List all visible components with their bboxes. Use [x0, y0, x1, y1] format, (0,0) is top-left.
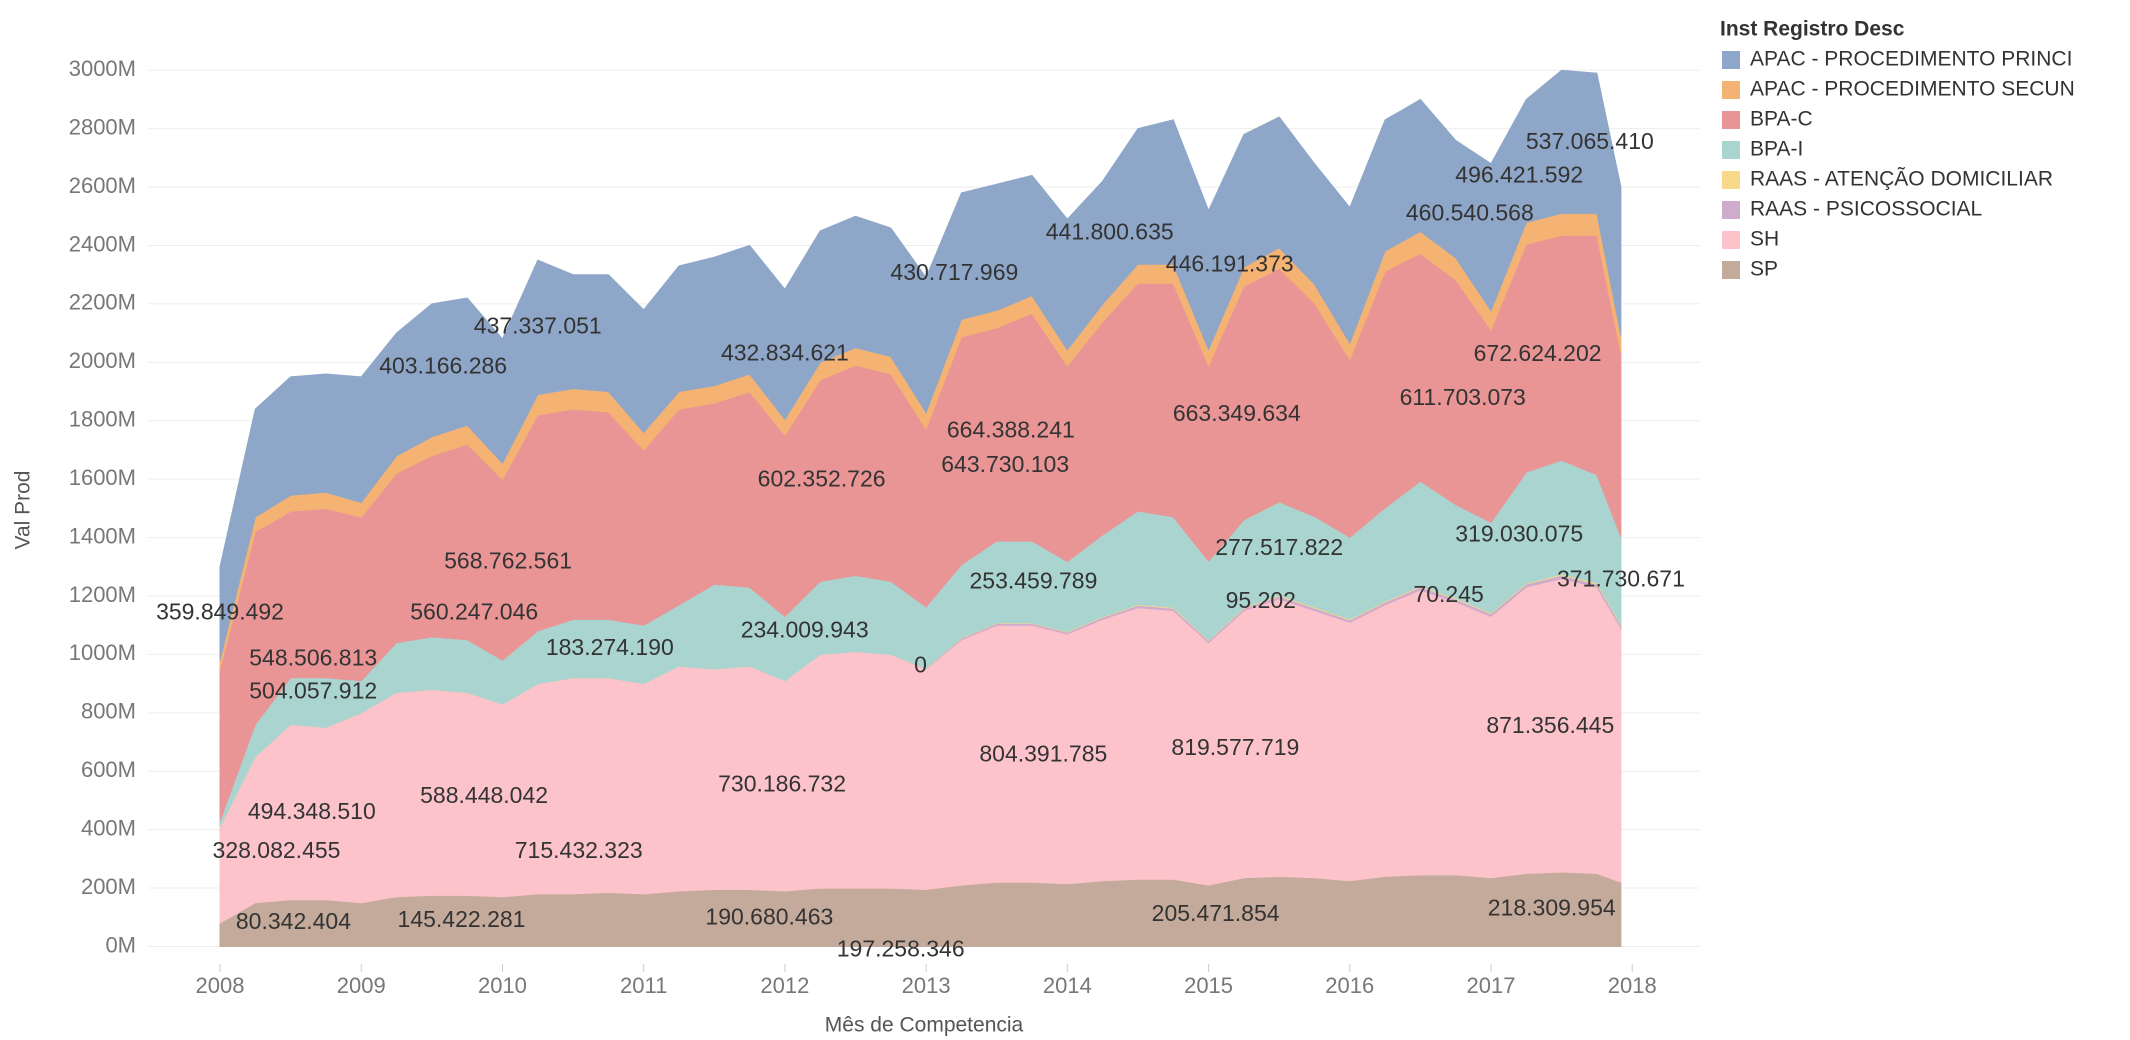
data-label: 643.730.103 [941, 451, 1069, 477]
x-tick-label: 2008 [196, 973, 245, 998]
y-tick-label: 200M [81, 874, 136, 899]
data-label: 371.730.671 [1557, 566, 1685, 592]
data-label: 494.348.510 [248, 798, 376, 824]
legend-label: RAAS - PSICOSSOCIAL [1750, 198, 1982, 221]
legend-swatch [1722, 51, 1740, 69]
x-tick-label: 2009 [337, 973, 386, 998]
y-tick-label: 2000M [69, 348, 136, 373]
data-label: 460.540.568 [1406, 199, 1534, 225]
legend-swatch [1722, 141, 1740, 159]
data-label: 672.624.202 [1474, 340, 1602, 366]
data-label: 432.834.621 [721, 339, 849, 365]
data-label: 437.337.051 [474, 312, 602, 338]
x-tick-label: 2015 [1184, 973, 1233, 998]
y-tick-label: 600M [81, 757, 136, 782]
data-label: 588.448.042 [420, 782, 548, 808]
x-tick-label: 2012 [760, 973, 809, 998]
legend-label: SH [1750, 228, 1779, 251]
data-label: 611.703.073 [1400, 384, 1526, 410]
y-tick-label: 3000M [69, 56, 136, 81]
x-tick-label: 2011 [620, 973, 667, 998]
y-tick-label: 2200M [69, 290, 136, 315]
data-label: 95.202 [1226, 587, 1296, 613]
x-tick-label: 2018 [1608, 973, 1657, 998]
legend-swatch [1722, 81, 1740, 99]
data-label: 145.422.281 [398, 906, 526, 932]
data-label: 664.388.241 [947, 417, 1075, 443]
y-tick-label: 2800M [69, 114, 136, 139]
x-tick-label: 2010 [478, 973, 527, 998]
data-label: 234.009.943 [741, 616, 869, 642]
data-label: 446.191.373 [1166, 251, 1294, 277]
data-label: 537.065.410 [1526, 128, 1654, 154]
x-tick-label: 2017 [1467, 973, 1516, 998]
legend-title: Inst Registro Desc [1720, 18, 1905, 41]
x-tick-label: 2014 [1043, 973, 1092, 998]
data-label: 715.432.323 [515, 837, 643, 863]
data-label: 602.352.726 [758, 465, 886, 491]
data-label: 70.245 [1413, 581, 1483, 607]
data-label: 548.506.813 [249, 645, 377, 671]
y-axis-title: Val Prod [12, 471, 35, 550]
y-tick-label: 0M [105, 932, 136, 957]
data-label: 197.258.346 [837, 936, 965, 962]
data-label: 568.762.561 [444, 547, 572, 573]
x-tick-label: 2016 [1325, 973, 1374, 998]
x-axis-title: Mês de Competencia [825, 1014, 1024, 1037]
y-tick-label: 1800M [69, 407, 136, 432]
y-tick-label: 2400M [69, 231, 136, 256]
data-label: 205.471.854 [1152, 900, 1280, 926]
legend-label: APAC - PROCEDIMENTO SECUN [1750, 78, 2075, 101]
data-label: 496.421.592 [1455, 161, 1583, 187]
data-label: 504.057.912 [249, 678, 377, 704]
data-label: 403.166.286 [379, 353, 507, 379]
data-label: 253.459.789 [969, 568, 1097, 594]
data-label: 218.309.954 [1488, 895, 1616, 921]
legend-label: BPA-I [1750, 138, 1803, 161]
data-label: 183.274.190 [546, 634, 674, 660]
data-label: 560.247.046 [410, 599, 538, 625]
y-tick-label: 400M [81, 815, 136, 840]
data-label: 730.186.732 [718, 770, 846, 796]
data-label: 80.342.404 [236, 908, 351, 934]
data-label: 359.849.492 [156, 599, 284, 625]
y-tick-label: 1000M [69, 640, 136, 665]
x-tick-label: 2013 [902, 973, 951, 998]
legend-swatch [1722, 171, 1740, 189]
data-label: 804.391.785 [979, 740, 1107, 766]
areas [219, 69, 1622, 947]
y-tick-label: 1600M [69, 465, 136, 490]
data-labels: 359.849.492 403.166.286 437.337.051 432.834… [156, 128, 1685, 961]
y-tick-label: 1200M [69, 582, 136, 607]
data-label: 663.349.634 [1173, 400, 1301, 426]
data-label: 819.577.719 [1171, 734, 1299, 760]
legend-swatch [1722, 261, 1740, 279]
y-tick-label: 800M [81, 699, 136, 724]
data-label: 277.517.822 [1215, 534, 1343, 560]
legend-swatch [1722, 111, 1740, 129]
legend-label: RAAS - ATENÇÃO DOMICILIAR [1750, 167, 2053, 191]
data-label: 441.800.635 [1046, 219, 1174, 245]
legend-label: APAC - PROCEDIMENTO PRINCI [1750, 48, 2072, 71]
data-label: 871.356.445 [1486, 712, 1614, 738]
y-tick-label: 1400M [69, 523, 136, 548]
area [219, 69, 1622, 661]
data-label: 0 [914, 652, 927, 678]
data-label: 328.082.455 [213, 837, 341, 863]
legend-label: BPA-C [1750, 108, 1813, 131]
y-tick-label: 2600M [69, 173, 136, 198]
axes: 0M 200M 400M 600M 800M 1000M 1200M 1400M 1600M 18… [69, 56, 1657, 998]
data-label: 319.030.075 [1455, 521, 1583, 547]
legend: Inst Registro Desc APAC - PROCEDIMENTO PR… [1720, 18, 2075, 281]
data-label: 430.717.969 [890, 259, 1018, 285]
data-label: 190.680.463 [705, 903, 833, 929]
legend-swatch [1722, 201, 1740, 219]
legend-label: SP [1750, 258, 1778, 281]
legend-swatch [1722, 231, 1740, 249]
